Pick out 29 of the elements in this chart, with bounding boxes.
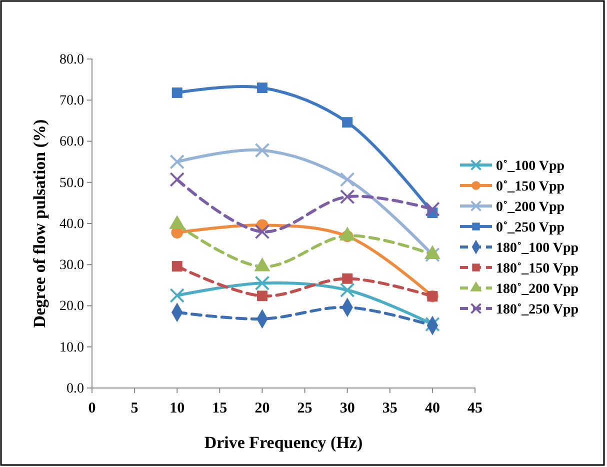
y-tick-label: 10.0 <box>60 340 84 356</box>
legend-label: 0˚_250 Vpp <box>496 220 565 236</box>
legend-label: 180˚_150 Vpp <box>496 262 579 276</box>
y-tick-label: 60.0 <box>60 134 84 150</box>
legend-label: 180˚_100 Vpp <box>496 241 579 256</box>
y-tick-label: 40.0 <box>60 216 84 232</box>
x-tick-label: 15 <box>212 400 228 416</box>
legend-label: 0˚_200 Vpp <box>496 200 565 215</box>
legend-label: 0˚_150 Vpp <box>496 180 565 194</box>
legend-label: 0˚_100 Vpp <box>496 159 565 174</box>
x-tick-label: 25 <box>297 400 312 416</box>
legend-label: 180˚_250 Vpp <box>496 302 579 318</box>
x-tick-label: 0 <box>88 400 96 416</box>
x-tick-label: 30 <box>340 400 355 416</box>
legend-label: 180˚_200 Vpp <box>496 282 579 297</box>
y-tick-label: 20.0 <box>60 299 84 314</box>
y-tick-label: 80.0 <box>60 52 84 68</box>
y-tick-label: 0.0 <box>66 381 84 396</box>
y-tick-label: 30.0 <box>60 258 84 274</box>
x-axis-title: Drive Frequency (Hz) <box>204 433 363 452</box>
x-tick-label: 5 <box>130 400 138 416</box>
y-axis-title: Degree of flow pulsation (%) <box>30 119 49 328</box>
x-tick-label: 10 <box>170 400 185 416</box>
x-tick-label: 45 <box>468 400 482 416</box>
x-tick-label: 20 <box>254 400 270 416</box>
x-tick-label: 35 <box>382 400 398 416</box>
y-tick-label: 50.0 <box>60 176 84 191</box>
y-tick-label: 70.0 <box>60 94 84 109</box>
x-tick-label: 40 <box>424 400 440 416</box>
